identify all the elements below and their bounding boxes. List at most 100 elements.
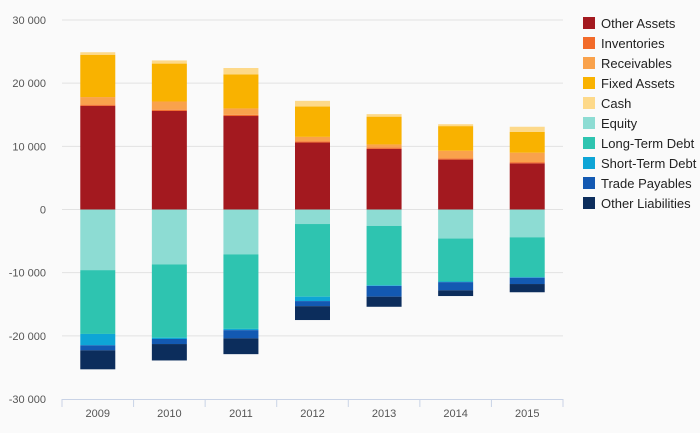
legend-item[interactable]: Fixed Assets — [583, 76, 675, 91]
bar-segment[interactable] — [151, 338, 187, 345]
bar-segment[interactable] — [80, 105, 116, 210]
bar-segment[interactable] — [509, 162, 545, 164]
bar-segment[interactable] — [295, 106, 330, 137]
bar-segment[interactable] — [223, 338, 259, 355]
bar-segment[interactable] — [80, 350, 116, 370]
bar-segment[interactable] — [151, 110, 187, 210]
bar-segment[interactable] — [438, 124, 474, 127]
legend-label: Inventories — [601, 36, 665, 51]
bar-segment[interactable] — [366, 285, 402, 286]
bar-segment[interactable] — [151, 63, 187, 102]
bar-segment[interactable] — [438, 290, 474, 297]
bar-segment[interactable] — [366, 148, 402, 210]
x-tick-label: 2015 — [515, 408, 539, 420]
legend-swatch — [583, 137, 595, 149]
bar-segment[interactable] — [366, 116, 402, 145]
bar-segment[interactable] — [509, 209, 545, 238]
bar-segment[interactable] — [80, 345, 116, 351]
bar-segment[interactable] — [80, 104, 116, 106]
bar-segment[interactable] — [366, 285, 402, 297]
bar-segment[interactable] — [366, 114, 402, 117]
bar-segment[interactable] — [438, 126, 474, 151]
bar-segment[interactable] — [509, 131, 545, 153]
bar-segment[interactable] — [366, 225, 402, 286]
bar-segment[interactable] — [295, 306, 330, 321]
bar-segment[interactable] — [223, 114, 259, 117]
bar-segment[interactable] — [295, 100, 330, 107]
bar-segment[interactable] — [438, 150, 474, 159]
bar-segment[interactable] — [80, 52, 116, 55]
bar-segment[interactable] — [223, 108, 259, 115]
bar-segment[interactable] — [151, 264, 187, 338]
bar-segment[interactable] — [438, 209, 474, 239]
bar-segment[interactable] — [295, 141, 330, 143]
legend-item[interactable]: Inventories — [583, 36, 665, 51]
x-tick-label: 2014 — [443, 408, 467, 420]
legend-label: Cash — [601, 96, 631, 111]
legend-item[interactable]: Other Assets — [583, 16, 676, 31]
legend-swatch — [583, 177, 595, 189]
bar-segment[interactable] — [80, 333, 116, 346]
x-tick-label: 2010 — [157, 408, 181, 420]
bar-segment[interactable] — [80, 270, 116, 334]
bar-segment[interactable] — [509, 237, 545, 278]
bar-segment[interactable] — [366, 144, 402, 148]
bar-segment[interactable] — [151, 337, 187, 339]
bar-segment[interactable] — [151, 209, 187, 265]
bar-segment[interactable] — [151, 344, 187, 361]
bar-segment[interactable] — [151, 109, 187, 111]
bar-segment[interactable] — [438, 159, 474, 210]
legend-item[interactable]: Receivables — [583, 56, 672, 71]
legend-label: Other Assets — [601, 16, 676, 31]
bar-segment[interactable] — [366, 147, 402, 149]
legend-swatch — [583, 117, 595, 129]
bar-segment[interactable] — [366, 209, 402, 226]
bar-segment[interactable] — [223, 68, 259, 75]
bar-segment[interactable] — [295, 136, 330, 142]
legend-item[interactable]: Trade Payables — [583, 176, 692, 191]
bars-layer — [80, 52, 545, 370]
x-tick-label: 2013 — [372, 408, 396, 420]
bar-segment[interactable] — [151, 60, 187, 64]
bar-segment[interactable] — [151, 101, 187, 110]
bar-segment[interactable] — [80, 54, 116, 98]
bar-segment[interactable] — [438, 281, 474, 283]
legend: Other Assets Inventories Receivables Fixed … — [583, 16, 697, 211]
bar-segment[interactable] — [509, 126, 545, 132]
bar-segment[interactable] — [223, 209, 259, 255]
bar-segment[interactable] — [295, 142, 330, 210]
legend-item[interactable]: Short-Term Debt — [583, 156, 697, 171]
bar-segment[interactable] — [509, 152, 545, 163]
bar-segment[interactable] — [509, 277, 545, 285]
legend-swatch — [583, 157, 595, 169]
legend-swatch — [583, 57, 595, 69]
y-tick-label: -10 000 — [9, 268, 46, 280]
bar-segment[interactable] — [223, 74, 259, 109]
bar-segment[interactable] — [438, 238, 474, 282]
bar-segment[interactable] — [438, 158, 474, 160]
bar-segment[interactable] — [295, 296, 330, 302]
legend-item[interactable]: Long-Term Debt — [583, 136, 695, 151]
legend-item[interactable]: Cash — [583, 96, 631, 111]
bar-segment[interactable] — [223, 328, 259, 331]
legend-swatch — [583, 37, 595, 49]
legend-item[interactable]: Equity — [583, 116, 638, 131]
bar-segment[interactable] — [223, 254, 259, 329]
bar-segment[interactable] — [438, 282, 474, 291]
bar-segment[interactable] — [295, 209, 330, 225]
y-tick-label: 10 000 — [12, 141, 46, 153]
legend-item[interactable]: Other Liabilities — [583, 196, 691, 211]
bar-segment[interactable] — [509, 163, 545, 210]
legend-label: Fixed Assets — [601, 76, 675, 91]
bar-segment[interactable] — [295, 224, 330, 297]
bar-segment[interactable] — [80, 97, 116, 105]
y-tick-label: -30 000 — [9, 394, 46, 406]
bar-segment[interactable] — [223, 116, 259, 210]
bar-segment[interactable] — [509, 284, 545, 293]
bar-segment[interactable] — [80, 209, 116, 271]
bar-segment[interactable] — [223, 330, 259, 339]
bar-segment[interactable] — [366, 296, 402, 307]
bar-segment[interactable] — [295, 301, 330, 307]
bar-segment[interactable] — [509, 277, 545, 278]
